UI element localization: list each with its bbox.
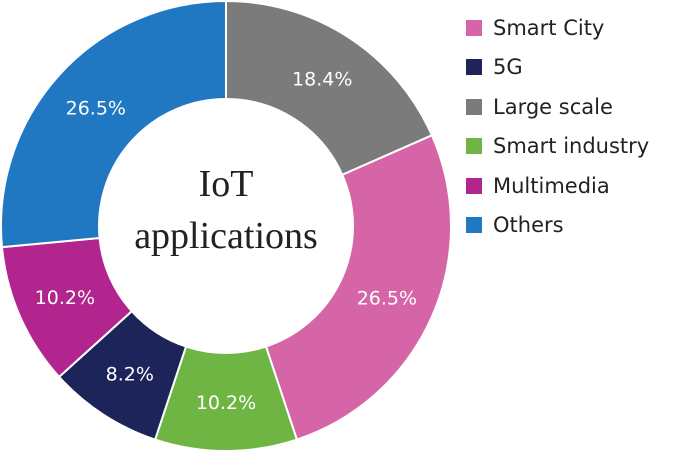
legend-label: Large scale (493, 94, 613, 119)
legend-item-5g: 5G (466, 48, 649, 88)
legend-item-multimedia: Multimedia (466, 166, 649, 206)
center-title-line-2: applications (134, 215, 318, 257)
slice-others (0, 0, 227, 249)
legend-item-smart-industry: Smart industry (466, 127, 649, 167)
slice-label-large-scale: 18.4% (292, 69, 352, 91)
donut-slices (0, 0, 452, 452)
legend-item-others: Others (466, 206, 649, 246)
slice-label-others: 26.5% (66, 98, 126, 120)
legend-swatch (466, 59, 482, 76)
slice-label-smart-industry: 10.2% (196, 392, 256, 414)
slice-label-multimedia: 10.2% (35, 287, 95, 309)
legend-swatch (466, 98, 482, 115)
slice-labels: 18.4% 26.5% 10.2% 8.2% 10.2% 26.5% (35, 69, 417, 414)
legend-label: 5G (493, 55, 523, 80)
legend-swatch (466, 217, 482, 234)
legend-label: Multimedia (493, 173, 610, 198)
legend-label: Smart City (493, 15, 605, 40)
legend-label: Others (493, 213, 564, 238)
center-title-line-1: IoT (199, 163, 254, 205)
legend-swatch (466, 177, 482, 194)
legend-item-large-scale: Large scale (466, 87, 649, 127)
slice-label-5g: 8.2% (106, 363, 154, 385)
slice-large-scale (225, 0, 434, 177)
legend-swatch (466, 19, 482, 36)
slice-smart-city (264, 134, 452, 441)
legend-label: Smart industry (493, 134, 650, 159)
slice-label-smart-city: 26.5% (357, 287, 417, 309)
legend: Smart City 5G Large scale Smart industry… (466, 8, 649, 245)
legend-item-smart-city: Smart City (466, 8, 649, 48)
legend-swatch (466, 138, 482, 155)
